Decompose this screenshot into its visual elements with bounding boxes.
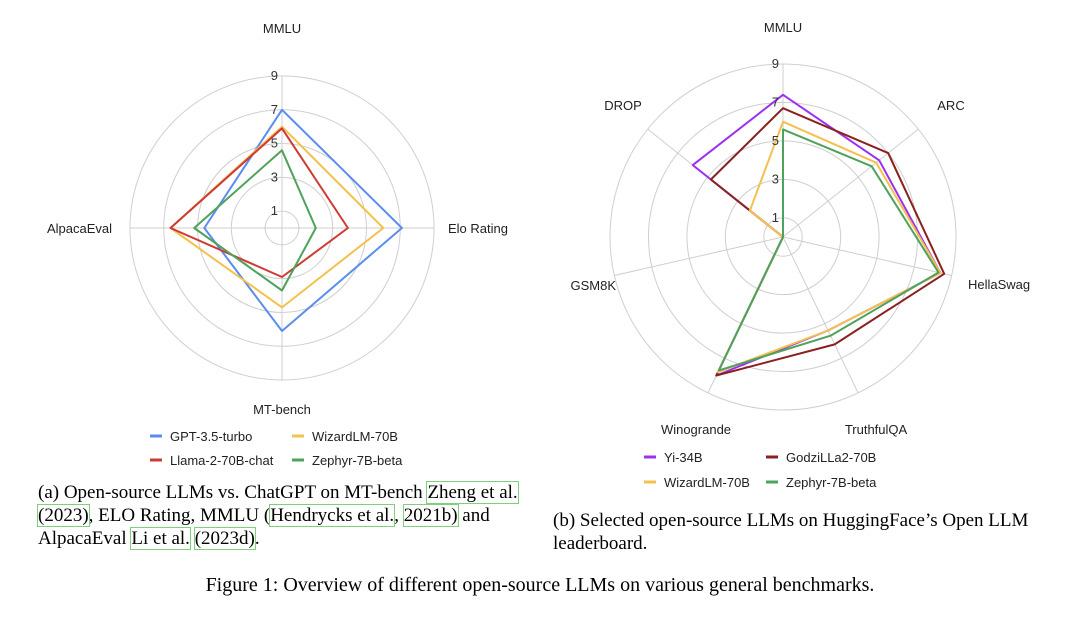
citation-link[interactable]: 2021b) [402, 504, 459, 527]
axis-spoke [782, 128, 919, 238]
legend-item-llama-2-70b-chat: Llama-2-70B-chat [170, 453, 274, 468]
axis-label-drop: DROP [604, 98, 642, 113]
caption-a-text [190, 528, 195, 549]
legend: GPT-3.5-turbo WizardLM-70B Llama-2-70B-cha… [150, 429, 403, 468]
series-llama-2-70b-chat [169, 127, 349, 278]
series-gpt-3-5-turbo [203, 108, 403, 332]
axis-label-hellaswag: HellaSwag [968, 277, 1030, 292]
axis-label-mt-bench: MT-bench [253, 402, 311, 417]
tick-label: 5 [772, 133, 779, 148]
legend-item-wizardlm-70b: WizardLM-70B [312, 429, 398, 444]
citation-link[interactable]: Zheng et al. [426, 481, 519, 504]
radar-chart-b: 1 3 5 7 9 MMLU ARC HellaSwag TruthfulQA Winogrand… [570, 20, 1030, 490]
tick-label: 1 [271, 203, 278, 218]
axis-label-gsm8k: GSM8K [570, 278, 616, 293]
caption-a-text: and AlpacaEval [38, 505, 490, 549]
tick-label: 7 [772, 94, 779, 109]
legend-item-yi-34b: Yi-34B [664, 450, 703, 465]
tick-label: 5 [271, 136, 278, 151]
legend-item-zephyr-7b-beta: Zephyr-7B-beta [312, 453, 403, 468]
radar-series [691, 93, 946, 377]
axis-label-winogrande: Winogrande [661, 422, 731, 437]
axis-label-arc: ARC [937, 98, 964, 113]
axis-label-mmlu: MMLU [263, 21, 301, 36]
radar-chart-a: 1 3 5 7 9 MMLU Elo Rating MT-bench AlpacaEval GPT… [47, 21, 508, 468]
legend: Yi-34B GodziLLa2-70B WizardLM-70B Zephyr-7B… [644, 450, 877, 490]
citation-link[interactable]: (2023) [37, 504, 90, 527]
legend-item-godzilla2-70b: GodziLLa2-70B [786, 450, 876, 465]
axis-label-truthfulqa: TruthfulQA [845, 422, 908, 437]
caption-a-text: , ELO Rating, MMLU ( [88, 505, 271, 526]
citation-link[interactable]: Hendrycks et al. [269, 504, 396, 527]
tick-label: 9 [271, 68, 278, 83]
legend-item-gpt-3-5-turbo: GPT-3.5-turbo [170, 429, 252, 444]
radar-grid [129, 75, 435, 381]
citation-link[interactable]: Li et al. [130, 527, 191, 550]
radar-series [169, 108, 403, 332]
tick-label: 3 [271, 169, 278, 184]
caption-a: (a) Open-source LLMs vs. ChatGPT on MT-b… [37, 481, 519, 550]
series-zephyr-7b-beta [193, 149, 317, 292]
caption-b: (b) Selected open-source LLMs on Hugging… [553, 510, 1029, 554]
legend-item-wizardlm-70b: WizardLM-70B [664, 475, 750, 490]
figure-caption: Figure 1: Overview of different open-sou… [205, 574, 875, 596]
axis-label-elo-rating: Elo Rating [448, 221, 508, 236]
axis-spoke [782, 236, 952, 276]
axis-spoke [782, 236, 859, 394]
axis-label-alpacaeval: AlpacaEval [47, 221, 112, 236]
caption-a-text: . [254, 528, 260, 549]
legend-item-zephyr-7b-beta: Zephyr-7B-beta [786, 475, 877, 490]
series-godzilla2-70b [709, 107, 946, 377]
tick-label: 9 [772, 56, 779, 71]
series-wizardlm-70b [716, 120, 942, 374]
tick-label: 1 [772, 210, 779, 225]
citation-link[interactable]: (2023d) [193, 527, 256, 550]
caption-a-text: , [394, 505, 404, 526]
tick-label: 3 [772, 171, 779, 186]
tick-label: 7 [271, 102, 278, 117]
caption-a-text: (a) Open-source LLMs vs. ChatGPT on MT-b… [38, 482, 428, 503]
series-zephyr-7b-beta [717, 128, 940, 372]
axis-label-mmlu: MMLU [764, 20, 802, 35]
axis-spoke [614, 236, 784, 276]
